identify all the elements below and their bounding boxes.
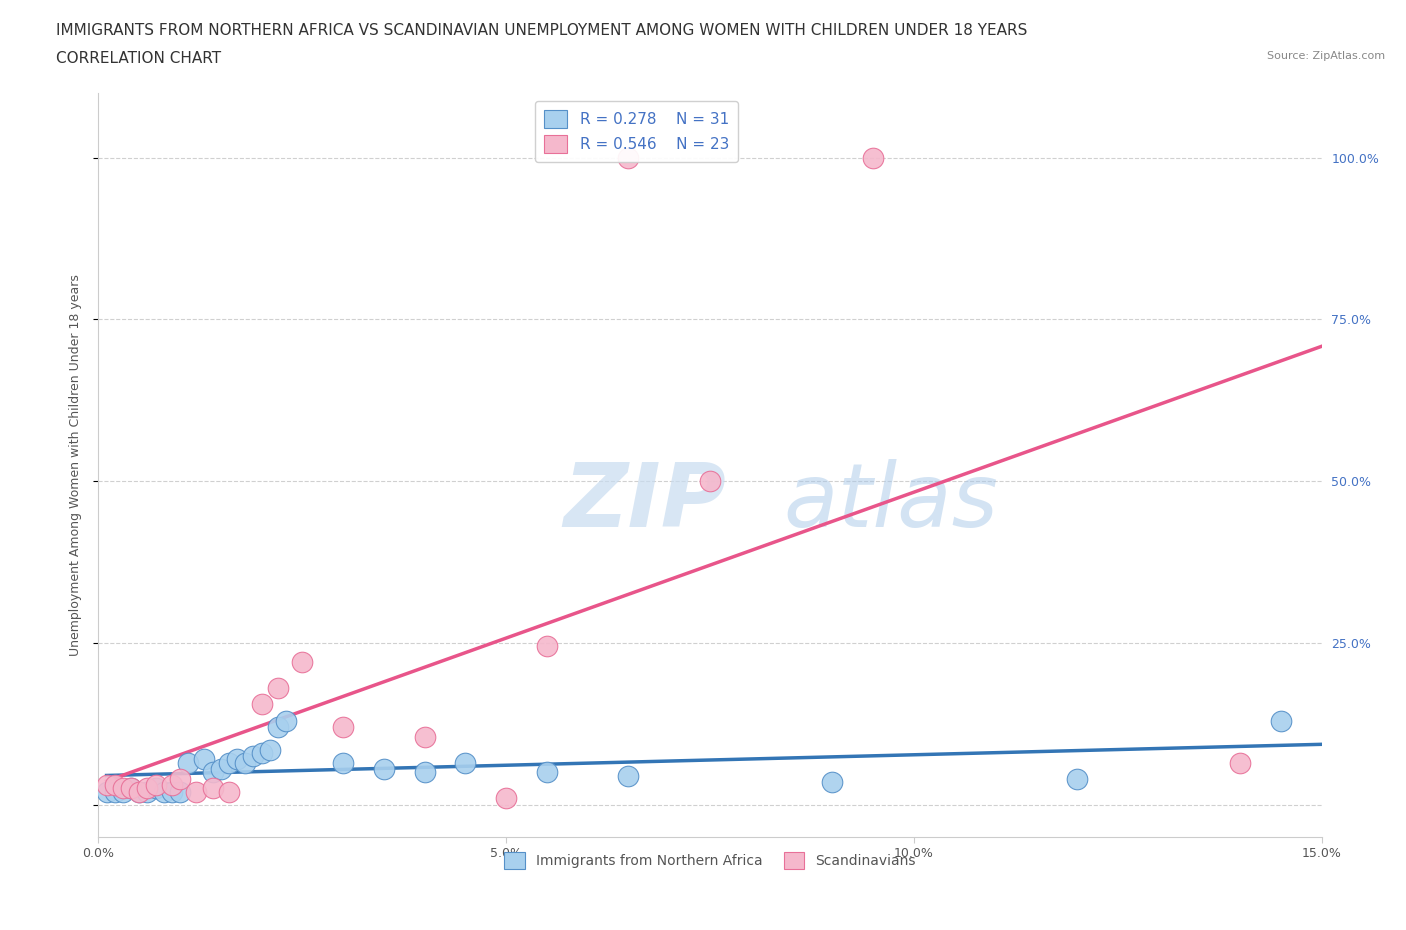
Point [332,755,354,770]
Point [250,697,273,711]
Point [201,764,224,779]
Text: ZIP: ZIP [564,458,725,546]
Point [332,720,354,735]
Point [1066,771,1088,786]
Point [862,151,884,166]
Point [1270,713,1292,728]
Point [160,777,183,792]
Point [267,681,290,696]
Point [821,775,844,790]
Point [699,473,721,488]
Point [128,784,150,799]
Legend: Immigrants from Northern Africa, Scandinavians: Immigrants from Northern Africa, Scandin… [499,846,921,875]
Point [274,713,297,728]
Point [536,639,558,654]
Point [495,790,517,805]
Point [177,755,200,770]
Text: CORRELATION CHART: CORRELATION CHART [56,51,221,66]
Point [96,784,118,799]
Point [128,784,150,799]
Point [111,784,134,799]
Point [617,768,640,783]
Y-axis label: Unemployment Among Women with Children Under 18 years: Unemployment Among Women with Children U… [69,274,82,656]
Point [233,755,256,770]
Text: IMMIGRANTS FROM NORTHERN AFRICA VS SCANDINAVIAN UNEMPLOYMENT AMONG WOMEN WITH CH: IMMIGRANTS FROM NORTHERN AFRICA VS SCAND… [56,23,1028,38]
Point [242,749,264,764]
Point [267,720,290,735]
Point [136,781,159,796]
Point [160,784,183,799]
Point [373,762,395,777]
Point [617,151,640,166]
Text: atlas: atlas [783,459,998,545]
Point [120,781,142,796]
Point [209,762,232,777]
Point [120,781,142,796]
Point [226,752,249,767]
Point [413,729,436,744]
Point [218,784,240,799]
Point [413,764,436,779]
Point [250,746,273,761]
Point [193,752,215,767]
Point [218,755,240,770]
Point [1229,755,1251,770]
Point [169,771,191,786]
Point [136,784,159,799]
Text: Source: ZipAtlas.com: Source: ZipAtlas.com [1267,51,1385,61]
Point [454,755,477,770]
Point [291,655,314,670]
Point [152,784,174,799]
Point [145,781,167,796]
Point [259,742,281,757]
Point [104,777,127,792]
Point [111,781,134,796]
Point [536,764,558,779]
Point [169,784,191,799]
Point [145,777,167,792]
Point [186,784,208,799]
Point [201,781,224,796]
Point [104,784,127,799]
Point [96,777,118,792]
